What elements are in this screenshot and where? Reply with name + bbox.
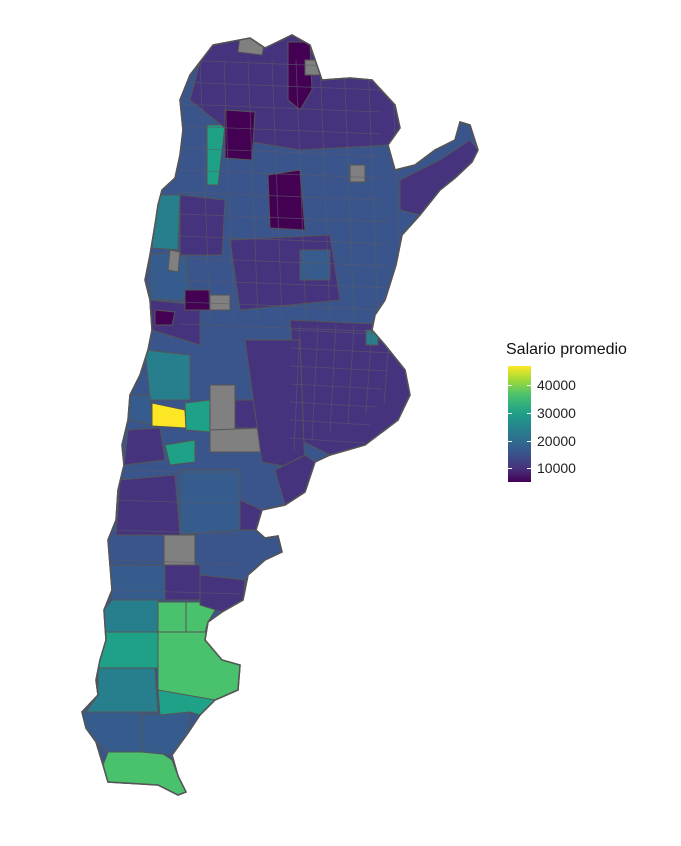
legend-title: Salario promedio (506, 341, 627, 358)
department-region (157, 629, 241, 701)
department-border (271, 59, 283, 321)
department-region (163, 534, 196, 566)
department-border (311, 324, 319, 442)
department-border (111, 529, 241, 535)
country-outline-stroke (81, 34, 479, 796)
department-region (123, 427, 166, 466)
department-region (157, 601, 187, 633)
department-border (289, 437, 365, 444)
department-region (115, 474, 181, 536)
department-region (167, 249, 181, 273)
department-region (349, 164, 366, 183)
department-border (289, 383, 383, 390)
department-region (97, 629, 159, 669)
department-border (179, 103, 381, 113)
department-border (295, 59, 307, 321)
department-border (289, 401, 377, 408)
department-borders (111, 59, 403, 595)
department-border (319, 59, 331, 321)
department-region (299, 249, 331, 281)
department-border (347, 324, 355, 424)
department-region (184, 399, 211, 433)
legend-tick-label: 20000 (537, 432, 576, 449)
department-border (111, 589, 241, 595)
department-border (179, 81, 381, 91)
department-region (209, 384, 236, 431)
department-border (223, 59, 235, 321)
department-region (164, 439, 196, 466)
department-border (179, 235, 391, 245)
department-region (127, 394, 153, 426)
department-border (111, 469, 241, 475)
department-region (139, 711, 191, 756)
department-region (179, 194, 226, 256)
legend-tick-label: 10000 (537, 460, 576, 477)
legend: Salario promedio 40000 30000 20000 10000 (506, 341, 656, 491)
department-border (293, 324, 301, 451)
department-border (179, 301, 391, 311)
department-region (206, 124, 226, 186)
department-border (179, 147, 381, 157)
department-region (267, 169, 306, 231)
department-region (164, 564, 201, 601)
department-border (343, 59, 355, 321)
department-border (367, 59, 379, 321)
department-region (209, 294, 231, 311)
department-border (289, 365, 389, 372)
department-border (247, 59, 259, 321)
department-border (289, 347, 395, 354)
department-border (179, 213, 391, 223)
legend-tick-label: 30000 (537, 404, 576, 421)
legend-colorbar (508, 366, 531, 482)
department-border (179, 191, 381, 201)
department-region (209, 427, 263, 453)
department-border (179, 169, 381, 179)
department-region (184, 289, 211, 311)
department-border (199, 59, 211, 321)
department-region (82, 707, 143, 753)
department-region (144, 349, 191, 401)
department-border (111, 559, 241, 565)
department-region (365, 329, 379, 346)
department-border (179, 323, 391, 333)
department-regions (82, 35, 478, 795)
department-region (154, 309, 176, 326)
department-border (111, 499, 241, 505)
department-region (103, 599, 159, 633)
department-border (179, 257, 391, 267)
department-region (151, 194, 181, 251)
department-border (289, 419, 371, 426)
department-border (179, 279, 391, 289)
department-border (365, 324, 373, 415)
department-border (329, 324, 337, 433)
legend-tick-label: 40000 (537, 377, 576, 394)
department-region (109, 564, 166, 601)
